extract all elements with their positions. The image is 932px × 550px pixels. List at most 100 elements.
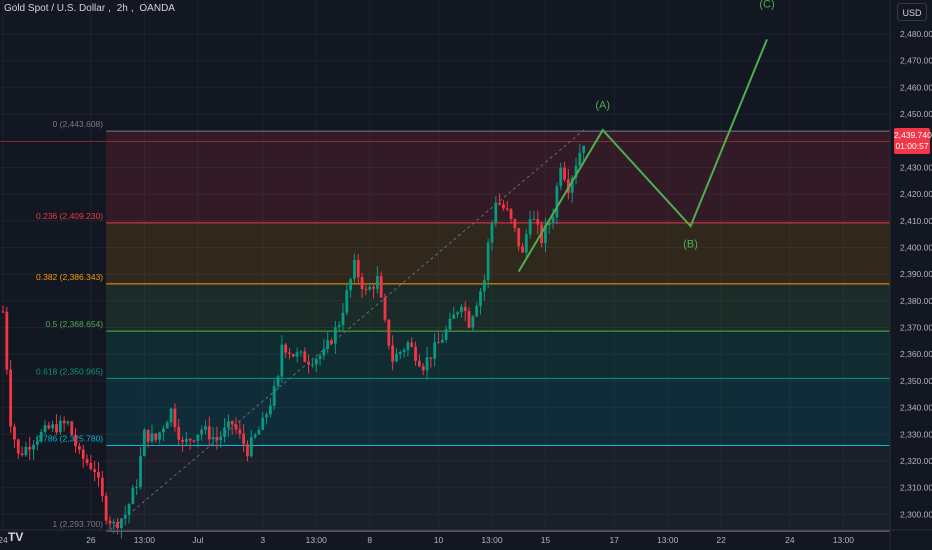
price-axis-label: 2,450.000 — [900, 109, 932, 119]
wave-label: (C) — [759, 0, 774, 10]
candle-body — [32, 444, 35, 450]
candle-body — [536, 219, 540, 225]
candle-body — [517, 228, 521, 247]
candle-body — [330, 340, 333, 344]
bar-countdown: 01:00:57 — [895, 141, 929, 151]
price-axis-label: 2,480.000 — [900, 29, 932, 39]
symbol-title[interactable]: Gold Spot / U.S. Dollar, 2h, OANDA — [4, 3, 178, 14]
candle-body — [100, 477, 104, 496]
candle-body — [322, 349, 326, 356]
candle-body — [379, 276, 383, 298]
candle-body — [238, 429, 242, 434]
symbol-interval: 2h — [116, 3, 128, 14]
candle-body — [55, 424, 58, 433]
candle-body — [284, 344, 288, 353]
candle-body — [5, 311, 9, 370]
time-axis-label: 10 — [434, 535, 444, 545]
tradingview-logo[interactable]: TV — [8, 530, 24, 544]
candle-body — [58, 420, 62, 433]
candle-body — [288, 352, 291, 354]
fib-zone — [106, 283, 890, 332]
candle-body — [62, 420, 66, 424]
candle-body — [142, 429, 146, 457]
candle-body — [494, 202, 498, 223]
candle-body — [269, 405, 272, 415]
candle-body — [35, 441, 39, 445]
candle-body — [43, 425, 47, 432]
candle-body — [582, 145, 586, 153]
candle-body — [314, 358, 318, 365]
candle-body — [524, 234, 528, 253]
candle-body — [265, 414, 268, 418]
candle-body — [51, 424, 55, 429]
trend-line[interactable] — [109, 129, 584, 531]
candle-body — [479, 291, 482, 307]
price-axis[interactable]: 2,480.000 2,470.000 2,460.000 2,450.000 2,43… — [889, 0, 932, 550]
candle-body — [326, 340, 330, 350]
candle-body — [280, 344, 284, 377]
price-axis-label: 2,430.000 — [900, 162, 932, 172]
time-axis-label: 17 — [609, 535, 619, 545]
candle-body — [104, 495, 108, 521]
candle-body — [108, 520, 112, 524]
candle-body — [578, 152, 582, 166]
fib-zone — [106, 445, 890, 532]
candle-body — [425, 357, 429, 371]
wave-projection-path — [517, 38, 768, 273]
time-axis-label: 22 — [716, 535, 726, 545]
candle-body — [391, 345, 395, 362]
candle-body — [70, 421, 74, 435]
fib-level-label: 1 (2,293.700) — [53, 519, 104, 529]
candle-body — [360, 277, 364, 289]
candle-body — [184, 438, 188, 442]
last-price-value: 2,439.740 — [894, 130, 932, 140]
candle-body — [398, 352, 402, 355]
price-axis-label: 2,380.000 — [900, 296, 932, 306]
candle-body — [406, 342, 410, 351]
price-axis-label: 2,360.000 — [900, 349, 932, 359]
candle-body — [78, 446, 81, 450]
time-axis-label: 15 — [541, 535, 551, 545]
candle-body — [24, 446, 28, 456]
time-axis-label: 24 — [785, 535, 795, 545]
time-axis-label: 26 — [86, 535, 96, 545]
candle-body — [246, 444, 249, 457]
fib-level-label: 0.236 (2,409.230) — [36, 211, 103, 221]
candle-body — [513, 219, 517, 229]
candle-body — [337, 325, 341, 328]
price-axis-label: 2,330.000 — [900, 429, 932, 439]
candle-body — [97, 472, 100, 478]
price-axis-label: 2,320.000 — [900, 456, 932, 466]
candle-body — [165, 422, 169, 429]
candle-body — [368, 286, 372, 290]
candle-body — [28, 446, 32, 450]
candle-body — [475, 306, 479, 317]
candle-body — [448, 318, 452, 330]
price-axis-label: 2,350.000 — [900, 376, 932, 386]
candle-body — [463, 306, 467, 312]
fib-level-label: 0.786 (2,325.780) — [36, 434, 103, 444]
candle-body — [249, 437, 253, 457]
elliott-waves[interactable]: (A) (B) (C) — [517, 0, 775, 273]
candle-body — [551, 217, 555, 223]
currency-button[interactable]: USD — [897, 3, 927, 21]
fib-retracement[interactable]: 0 (2,443.608) 0.236 (2,409.230) 0.382 (2,3… — [36, 119, 890, 532]
candle-body — [414, 346, 417, 361]
fib-zone — [106, 331, 890, 379]
candle-body — [1, 311, 5, 313]
candle-body — [482, 280, 486, 292]
candle-body — [395, 354, 398, 362]
candle-body — [13, 426, 16, 440]
candle-body — [181, 439, 184, 442]
candle-body — [452, 314, 456, 319]
candle-body — [555, 186, 559, 218]
candle-body — [349, 279, 353, 291]
time-axis[interactable]: 24 26 13:00 Jul 3 13:00 8 10 13:00 15 17 13:00 22 24 1… — [0, 529, 932, 545]
candle-body — [230, 421, 234, 425]
price-axis-label: 2,400.000 — [900, 242, 932, 252]
candle-body — [311, 364, 314, 366]
time-axis-label: 13:00 — [481, 535, 503, 545]
time-axis-label: 13:00 — [657, 535, 679, 545]
